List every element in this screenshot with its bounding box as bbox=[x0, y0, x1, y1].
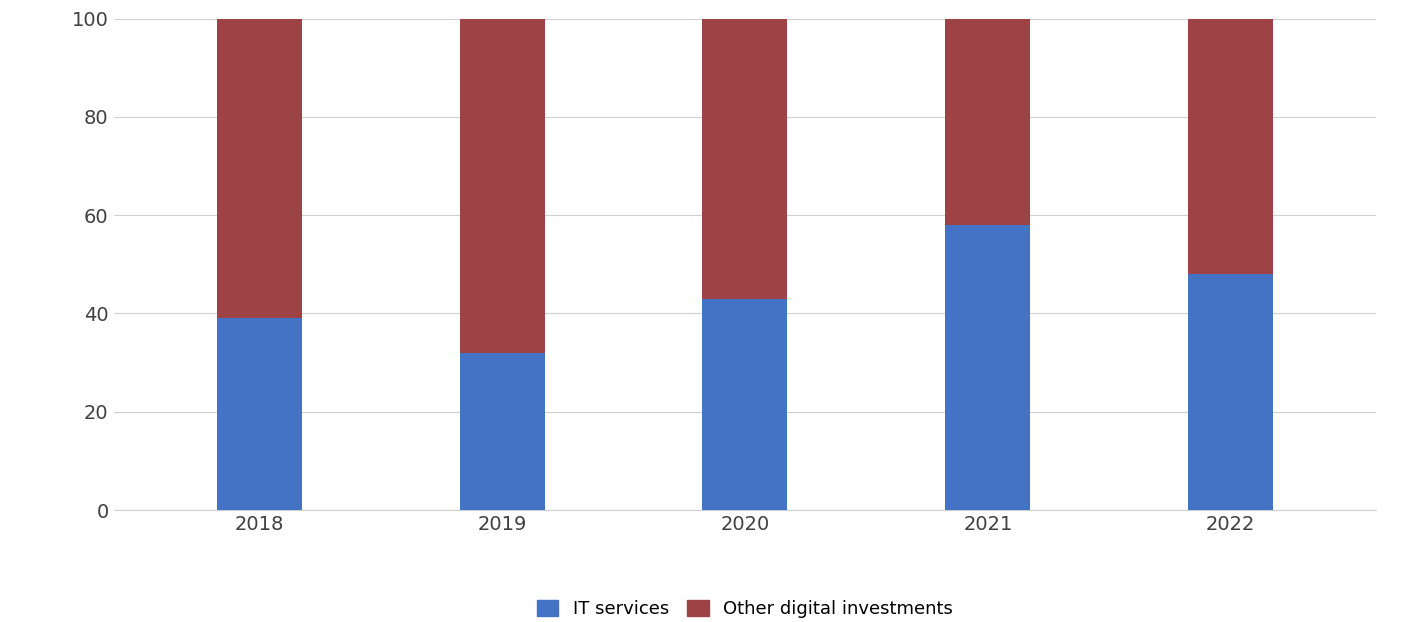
Bar bbox=[217, 19, 302, 318]
Bar bbox=[1188, 19, 1273, 274]
Bar bbox=[945, 19, 1030, 225]
Bar bbox=[217, 318, 302, 510]
Bar bbox=[460, 353, 545, 510]
Bar bbox=[702, 19, 788, 299]
Bar bbox=[460, 19, 545, 353]
Legend: IT services, Other digital investments: IT services, Other digital investments bbox=[529, 593, 961, 622]
Bar bbox=[1188, 274, 1273, 510]
Bar bbox=[702, 299, 788, 510]
Bar bbox=[945, 225, 1030, 510]
